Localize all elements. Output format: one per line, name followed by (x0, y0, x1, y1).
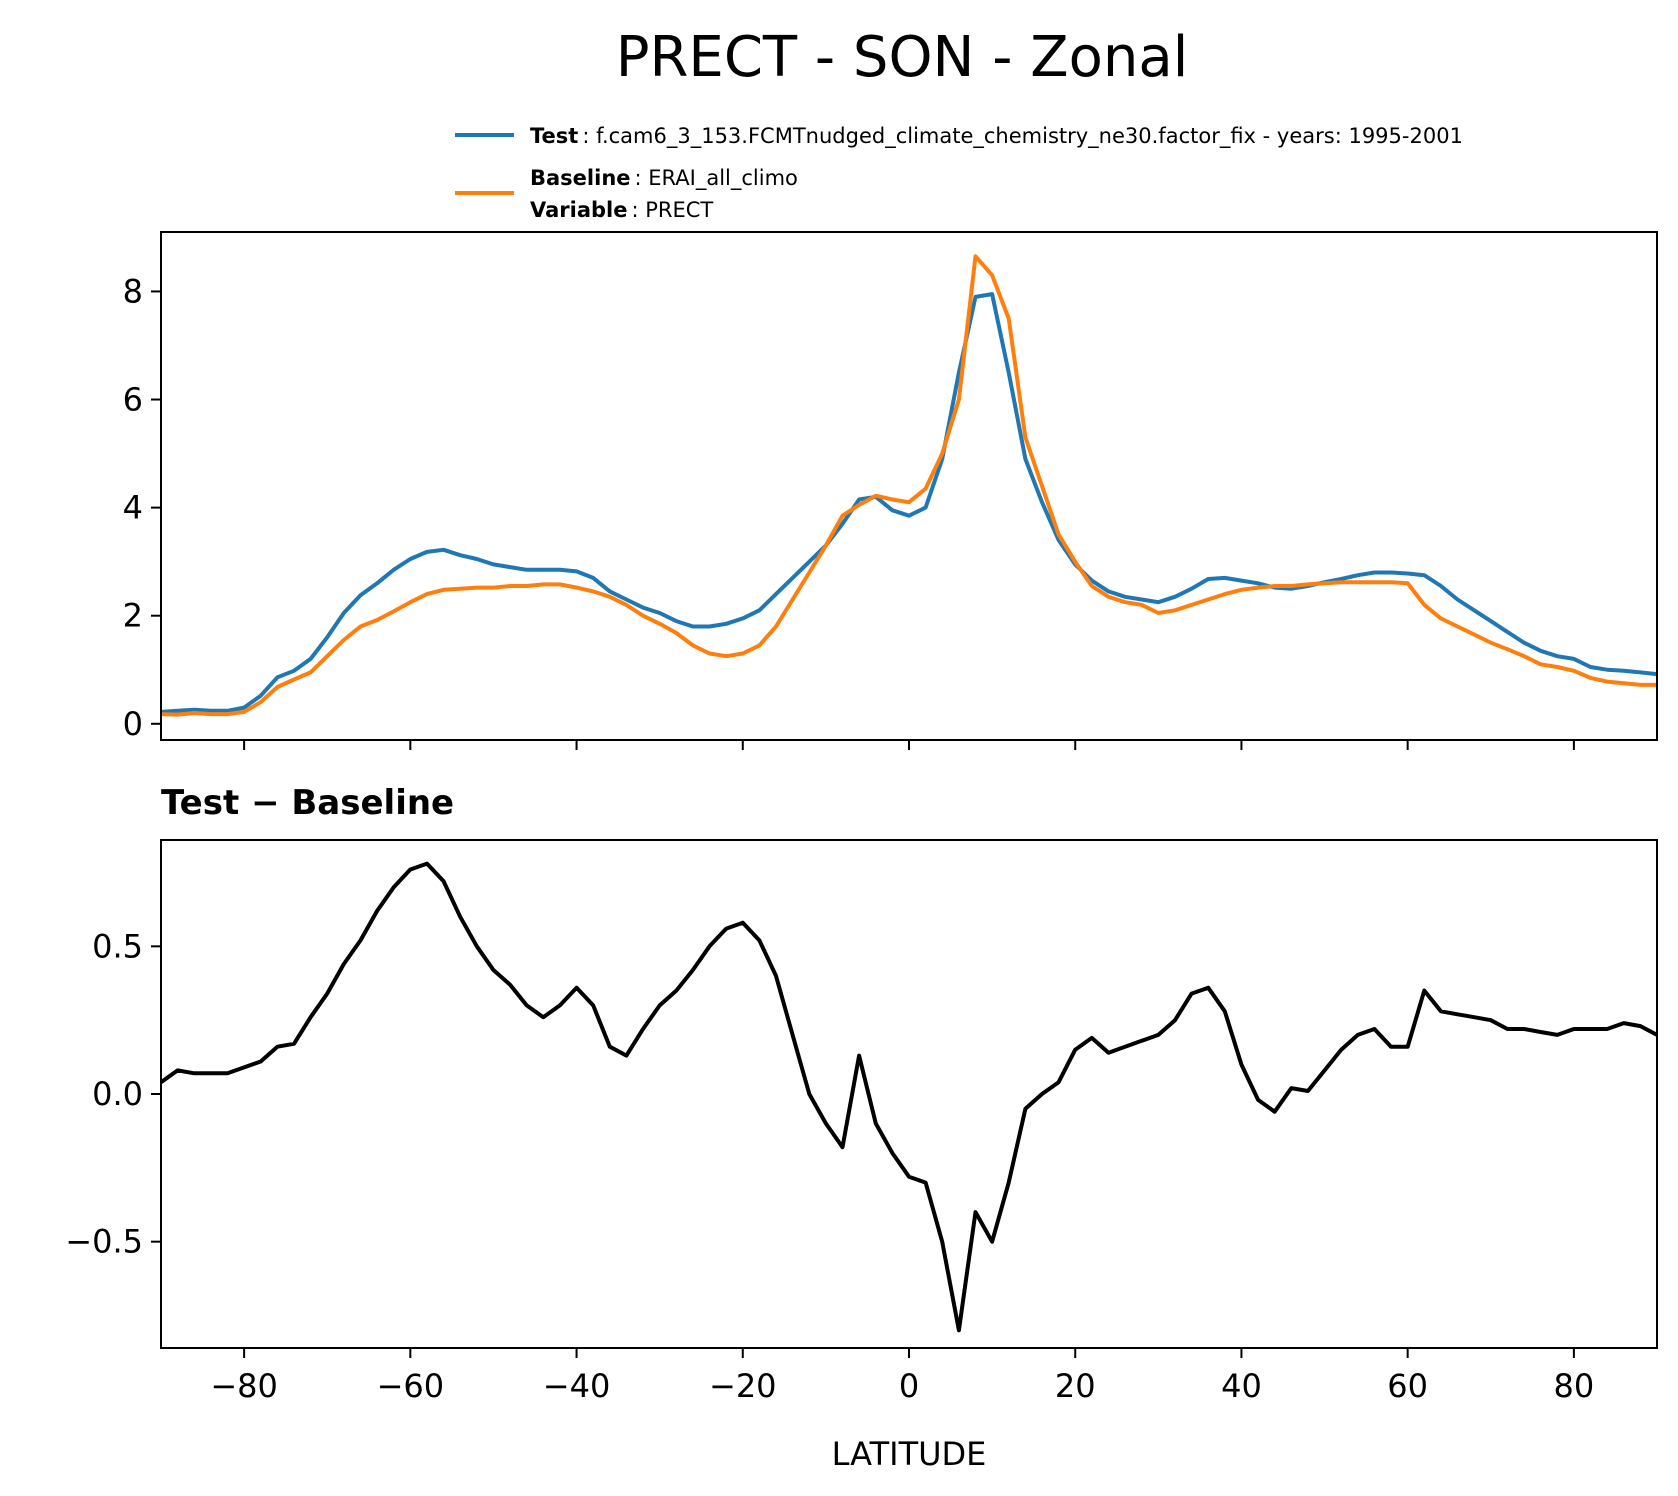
difference-panel-x-ticks: −80 −60 −40 −20 0 20 40 60 80 (210, 1348, 1594, 1405)
top-panel-lines (161, 254, 1657, 717)
difference-x-tick-label: 0 (899, 1367, 919, 1405)
difference-x-tick-label: −40 (543, 1367, 611, 1405)
legend-variable-text: : PRECT (631, 198, 713, 222)
top-panel-x-ticks (243, 740, 1575, 750)
difference-y-tick-label: 0.0 (92, 1075, 143, 1113)
top-panel-y-ticks: 0 2 4 6 8 (123, 272, 161, 743)
difference-x-tick-label: −80 (210, 1367, 278, 1405)
difference-x-tick-label: −60 (377, 1367, 445, 1405)
difference-panel-lines (161, 861, 1657, 1333)
legend-baseline-label: Baseline (530, 166, 631, 190)
difference-x-tick-label: 60 (1387, 1367, 1428, 1405)
top-series-line-test (161, 292, 1657, 714)
legend-variable-label: Variable (530, 198, 627, 222)
top-y-tick-label: 4 (123, 489, 143, 527)
x-axis-label: LATITUDE (832, 1435, 987, 1473)
legend: Test: f.cam6_3_153.FCMTnudged_climate_ch… (455, 124, 1463, 222)
difference-y-tick-label: 0.5 (92, 927, 143, 965)
top-panel-frame (160, 231, 1658, 741)
difference-panel-title: Test − Baseline (161, 783, 454, 823)
difference-y-tick-label: −0.5 (65, 1223, 143, 1261)
difference-x-tick-label: −20 (709, 1367, 777, 1405)
legend-test-label: Test (530, 124, 578, 148)
top-panel: 0 2 4 6 8 (123, 231, 1658, 750)
difference-series-line-test-baseline (161, 861, 1657, 1333)
difference-x-tick-label: 80 (1554, 1367, 1595, 1405)
legend-test-text: : f.cam6_3_153.FCMTnudged_climate_chemis… (582, 124, 1463, 149)
difference-panel: −0.5 0.0 0.5 −80 −60 −40 −20 0 20 40 60 80 (65, 839, 1658, 1405)
top-y-tick-label: 6 (123, 381, 143, 419)
legend-variable-entry: Variable: PRECT (530, 198, 713, 222)
top-y-tick-label: 2 (123, 597, 143, 635)
legend-baseline-text: : ERAI_all_climo (635, 166, 798, 191)
top-y-tick-label: 8 (123, 272, 143, 310)
legend-test-entry: Test: f.cam6_3_153.FCMTnudged_climate_ch… (530, 124, 1463, 149)
difference-panel-frame (160, 839, 1658, 1349)
top-series-line-baseline (161, 254, 1657, 717)
difference-x-tick-label: 20 (1055, 1367, 1096, 1405)
difference-x-tick-label: 40 (1221, 1367, 1262, 1405)
top-y-tick-label: 0 (123, 705, 143, 743)
legend-baseline-entry: Baseline: ERAI_all_climo (530, 166, 798, 191)
figure-title: PRECT - SON - Zonal (616, 25, 1189, 90)
difference-panel-y-ticks: −0.5 0.0 0.5 (65, 927, 161, 1261)
